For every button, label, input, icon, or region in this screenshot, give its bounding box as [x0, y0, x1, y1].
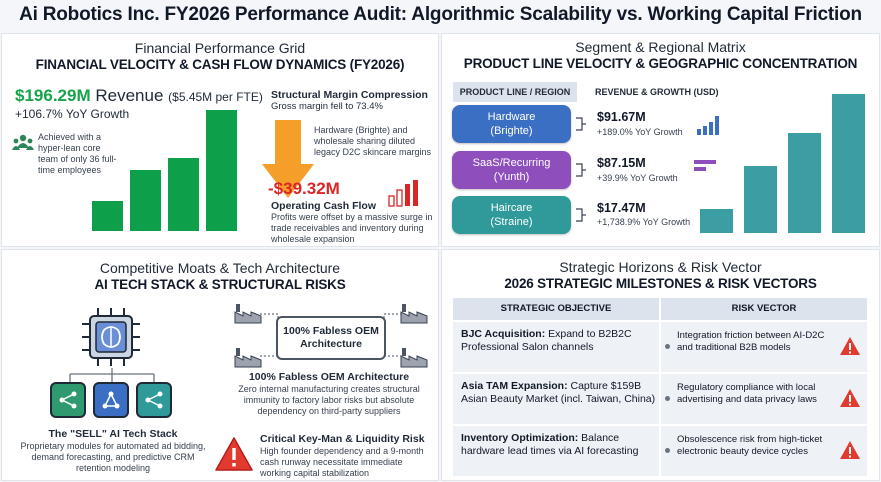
financial-panel: Financial Performance Grid FINANCIAL VEL… — [1, 33, 439, 247]
objective-title: Asia TAM Expansion: — [461, 380, 568, 392]
bracket-icon — [574, 208, 586, 222]
factory-icon — [400, 346, 428, 373]
warning-icon — [839, 440, 861, 465]
hardware-revenue: $91.67M — [597, 110, 646, 124]
revenue-value: $196.29M — [15, 86, 91, 105]
bar — [130, 170, 161, 231]
bracket-icon — [574, 117, 586, 131]
bar — [92, 201, 123, 231]
bracket-icon — [574, 163, 586, 177]
risk-cell: Obsolescence risk from high-ticket elect… — [677, 434, 823, 457]
bar — [744, 166, 777, 233]
warning-icon — [839, 388, 861, 413]
col-product-header: PRODUCT LINE / REGION — [453, 82, 577, 102]
ad-bidding-module-icon — [50, 382, 86, 418]
financial-subheading: FINANCIAL VELOCITY & CASH FLOW DYNAMICS … — [35, 57, 405, 72]
page-title: Ai Robotics Inc. FY2026 Performance Audi… — [19, 4, 862, 25]
saas-revenue: $87.15M — [597, 156, 646, 170]
down-arrow-icon — [262, 120, 314, 205]
bar — [788, 133, 821, 233]
segment-haircare-brand: (Straine) — [490, 216, 533, 228]
strategy-heading: Strategic Horizons & Risk Vector — [559, 259, 762, 275]
tech-subheading: AI TECH STACK & STRUCTURAL RISKS — [94, 277, 346, 292]
tech-heading: Competitive Moats & Tech Architecture — [99, 260, 341, 276]
growth-mini-chart-icon — [696, 114, 720, 141]
oem-box: 100% Fabless OEM Architecture — [276, 316, 386, 360]
connector-dot — [665, 448, 670, 453]
factory-icon — [234, 302, 262, 329]
growth-bar-chart — [92, 110, 238, 231]
risk-title: Critical Key-Man & Liquidity Risk — [260, 433, 425, 445]
margin-title: Structural Margin Compression — [271, 89, 428, 101]
oem-title: 100% Fabless OEM Architecture — [248, 371, 410, 383]
crm-module-icon — [136, 382, 172, 418]
bar — [700, 209, 733, 233]
segment-saas-brand: (Yunth) — [493, 171, 530, 183]
hardware-growth: +189.0% YoY Growth — [597, 127, 683, 137]
risk-cell: Integration friction between AI-D2C and … — [677, 330, 825, 353]
stack-title: The "SELL" AI Tech Stack — [48, 428, 178, 440]
revenue-per-fte: ($5.45M per FTE) — [168, 90, 263, 104]
objective-cell: Inventory Optimization: Balance hardware… — [461, 432, 661, 457]
warning-icon — [839, 336, 861, 361]
bar — [206, 110, 237, 231]
oem-note: Zero internal manufacturing creates stru… — [238, 384, 420, 416]
stack-connector — [62, 368, 162, 382]
strategy-subheading: 2026 STRATEGIC MILESTONES & RISK VECTORS — [504, 276, 817, 291]
team-icon — [12, 134, 34, 157]
margin-sub: Gross margin fell to 73.4% — [271, 101, 383, 112]
stack-note: Proprietary modules for automated ad bid… — [20, 441, 206, 473]
forecasting-module-icon — [93, 382, 129, 418]
segment-haircare[interactable]: Haircare (Straine) — [452, 196, 571, 234]
col-risk-header: RISK VECTOR — [661, 298, 867, 320]
col-revenue-header: REVENUE & GROWTH (USD) — [595, 87, 719, 97]
financial-heading: Financial Performance Grid — [134, 40, 306, 56]
horizontal-bar-icon — [694, 159, 720, 182]
segment-haircare-name: Haircare — [490, 202, 533, 214]
revenue-growth: +106.7% YoY Growth — [15, 107, 130, 121]
declining-chart-icon — [388, 178, 422, 213]
objective-cell: Asia TAM Expansion: Capture $159B Asian … — [461, 380, 661, 405]
bar — [168, 158, 199, 231]
segment-hardware-name: Hardware — [487, 111, 536, 123]
objective-text: Capture $159B Asian Beauty Market (incl.… — [461, 380, 656, 405]
objective-cell: BJC Acquisition: Expand to B2B2C Profess… — [461, 328, 661, 353]
cashflow-label: Operating Cash Flow — [271, 200, 377, 212]
factory-icon — [234, 346, 262, 373]
factory-icon — [400, 302, 428, 329]
segment-heading: Segment & Regional Matrix — [575, 39, 746, 55]
revenue-label: Revenue — [95, 86, 164, 105]
ai-chip-icon — [80, 306, 142, 373]
connector-dot — [665, 344, 670, 349]
segment-subheading: PRODUCT LINE VELOCITY & GEOGRAPHIC CONCE… — [463, 56, 858, 71]
haircare-revenue: $17.47M — [597, 201, 646, 215]
bar — [832, 94, 865, 233]
haircare-growth: +1,738.9% YoY Growth — [597, 217, 691, 227]
segment-bar-chart — [700, 94, 868, 233]
connector-dot — [665, 396, 670, 401]
objective-text: Balance hardware lead times via AI forec… — [461, 432, 639, 457]
objective-title: BJC Acquisition: — [461, 328, 546, 340]
cashflow-value: -$39.32M — [268, 179, 340, 198]
objective-title: Inventory Optimization: — [461, 432, 579, 444]
risk-cell: Regulatory compliance with local adverti… — [677, 382, 817, 405]
segment-saas-name: SaaS/Recurring — [472, 157, 551, 169]
saas-growth: +39.9% YoY Growth — [597, 173, 678, 183]
cashflow-note: Profits were offset by a massive surge i… — [271, 212, 433, 244]
risk-note: High founder dependency and a 9-month ca… — [260, 446, 424, 478]
segment-saas[interactable]: SaaS/Recurring (Yunth) — [452, 151, 571, 189]
segment-hardware[interactable]: Hardware (Brighte) — [452, 105, 571, 143]
margin-note: Hardware (Brighte) and wholesale sharing… — [314, 125, 432, 157]
team-note: Achieved with a hyper-lean core team of … — [38, 132, 117, 175]
segment-hardware-brand: (Brighte) — [490, 125, 533, 137]
tech-panel: Competitive Moats & Tech Architecture AI… — [1, 249, 439, 481]
col-objective-header: STRATEGIC OBJECTIVE — [453, 298, 659, 320]
warning-icon — [214, 436, 254, 477]
objective-text: Expand to B2B2C Professional Salon chann… — [461, 328, 632, 353]
revenue-line: $196.29M Revenue ($5.45M per FTE) — [15, 86, 263, 106]
table-divider — [659, 298, 661, 476]
